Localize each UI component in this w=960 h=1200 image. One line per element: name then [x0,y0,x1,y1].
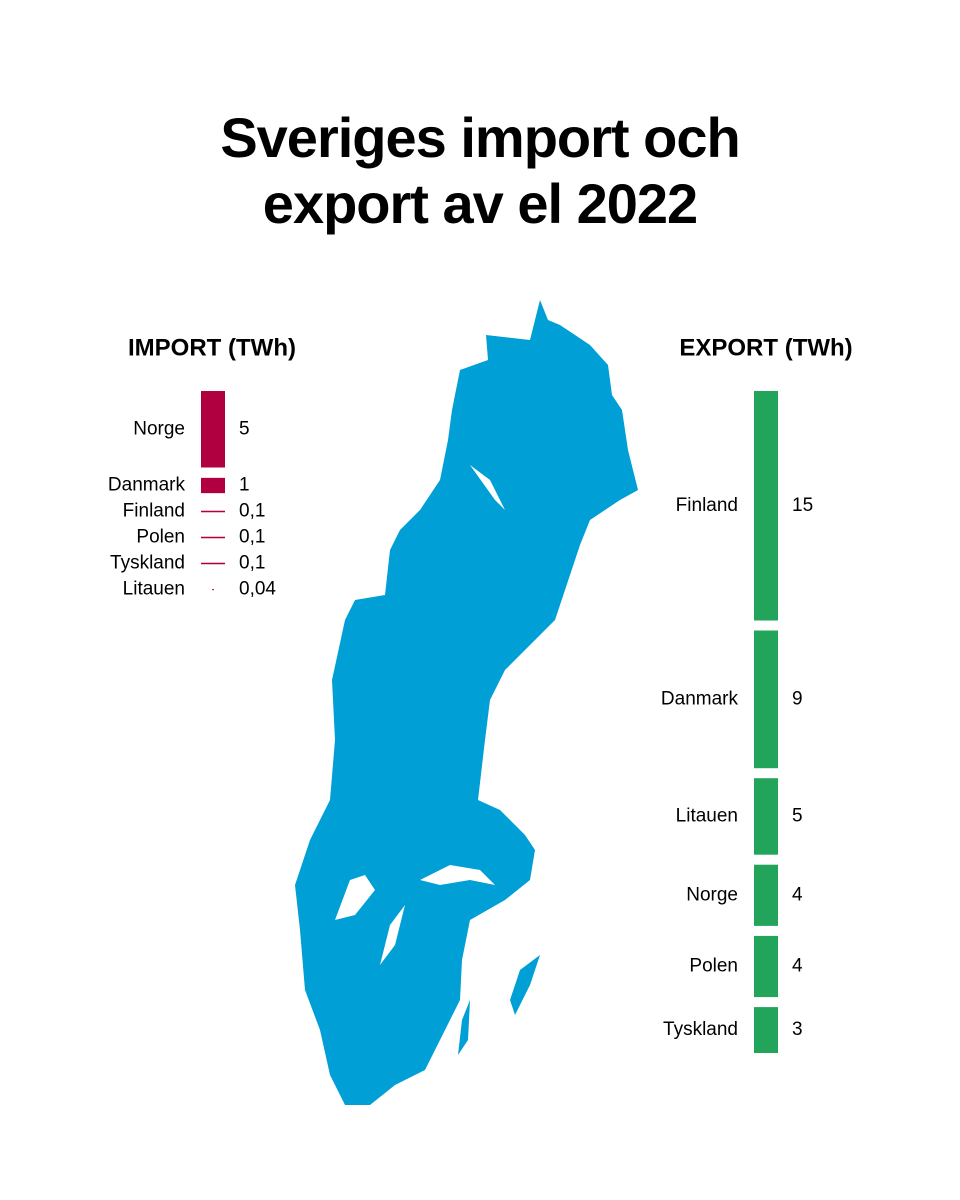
bar-segment [212,589,214,591]
category-label: Norge [133,418,185,439]
page-title: Sveriges import och export av el 2022 [220,106,740,235]
bar-segment [754,630,778,769]
category-label: Polen [136,527,185,548]
chart-heading: EXPORT (TWh) [679,334,852,361]
category-label: Danmark [108,475,186,496]
bar-segment [201,536,225,539]
value-label: 0,1 [239,501,265,522]
map-gotland [510,955,540,1015]
lake [470,465,505,510]
value-label: 4 [792,884,803,905]
bar-segment [754,1007,778,1053]
value-label: 15 [792,495,813,516]
category-label: Tyskland [663,1019,738,1040]
category-label: Litauen [676,805,738,826]
bar-segment [201,510,225,513]
category-label: Polen [689,956,738,977]
value-label: 4 [792,956,803,977]
value-label: 5 [239,418,250,439]
bar-segment [201,477,225,494]
lake [380,905,405,965]
bar-segment [754,935,778,998]
chart-heading: IMPORT (TWh) [128,334,296,361]
bar-segment [201,562,225,565]
value-label: 3 [792,1019,803,1040]
value-label: 5 [792,805,803,826]
category-label: Tyskland [110,553,185,574]
bar-segment [754,864,778,926]
map-sweden [295,300,638,1105]
lake [335,875,375,920]
value-label: 9 [792,688,803,709]
map-lakes [335,465,505,965]
category-label: Finland [123,501,185,522]
map [295,300,638,1105]
category-label: Norge [686,884,738,905]
map-oland [458,1000,470,1055]
value-label: 0,1 [239,553,265,574]
category-label: Litauen [123,579,185,600]
category-label: Danmark [661,688,739,709]
value-label: 0,1 [239,527,265,548]
value-label: 1 [239,475,250,496]
value-label: 0,04 [239,579,276,600]
bar-segment [201,391,225,468]
category-label: Finland [676,495,738,516]
lake [420,865,495,885]
bar-segment [754,778,778,855]
bar-segment [754,391,778,621]
